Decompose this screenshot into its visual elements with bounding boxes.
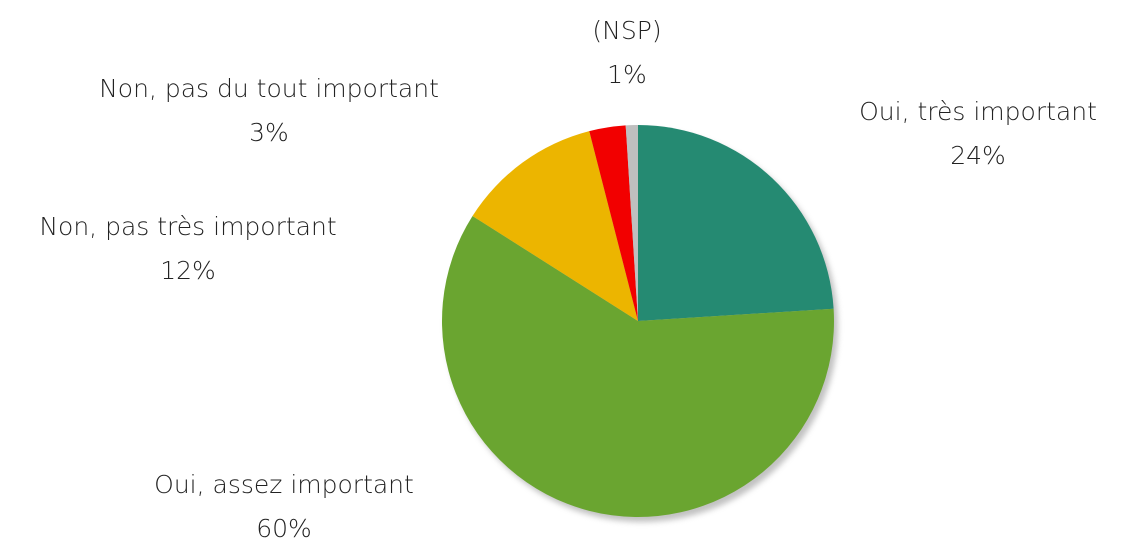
pie-slice [589,125,638,321]
slice-value-label: 12% [160,256,216,285]
pie-slice [625,125,638,321]
slice-label: (NSP) [592,16,661,45]
pie-slice [638,125,834,321]
slice-label: Non, pas très important [39,212,336,241]
slice-value-label: 1% [607,60,647,89]
slice-label: Oui, très important [859,97,1097,126]
slice-label: Non, pas du tout important [99,74,439,103]
pie-slice [441,215,834,517]
slice-value-label: 60% [256,514,312,541]
pie-slice [472,131,638,321]
slice-value-label: 3% [249,118,289,147]
slice-label: Oui, assez important [154,470,414,499]
slice-value-label: 24% [950,141,1006,170]
